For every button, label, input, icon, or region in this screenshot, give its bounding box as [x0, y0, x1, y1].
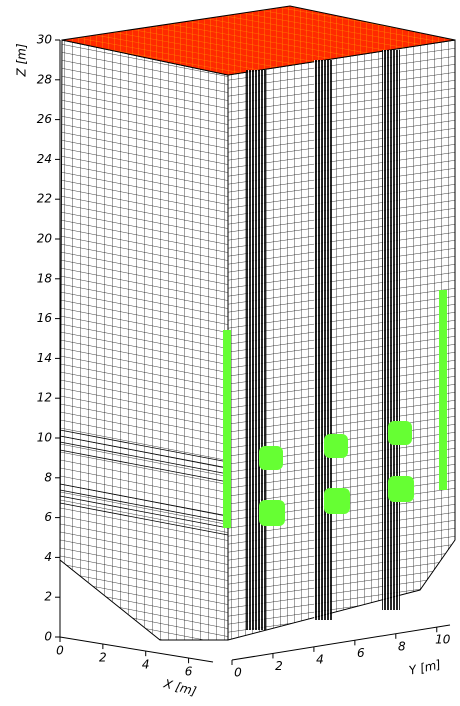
z-tick-label: 8 [44, 470, 52, 484]
z-tick-label: 30 [37, 33, 53, 47]
y-tick-label: 4 [316, 652, 324, 666]
x-tick-label: 2 [99, 651, 107, 665]
z-tick-label: 28 [37, 72, 53, 86]
x-axis-label: X [m] [161, 676, 198, 698]
z-tick-label: 20 [37, 232, 53, 246]
z-tick-label: 10 [37, 431, 53, 445]
x-tick-label: 0 [56, 644, 64, 658]
x-axis [59, 636, 214, 663]
y-axis-label: Y [m] [408, 657, 443, 677]
y-tick-label: 2 [275, 659, 283, 673]
y-tick-label: 0 [234, 666, 242, 680]
y-tick-label: 6 [357, 646, 365, 660]
z-tick-label: 2 [44, 590, 52, 604]
y-tick-label: 8 [398, 639, 406, 653]
z-tick-label: 4 [44, 550, 52, 564]
z-tick-label: 16 [37, 311, 53, 325]
x-tick-label: 4 [142, 658, 150, 672]
z-tick-label: 0 [44, 630, 52, 644]
z-tick-label: 6 [44, 510, 52, 524]
z-tick-label: 14 [37, 351, 52, 365]
x-tick-label: 6 [185, 665, 193, 679]
y-axis [231, 624, 451, 661]
y-tick-label: 10 [435, 633, 451, 647]
z-tick-label: 24 [37, 152, 52, 166]
z-tick-label: 18 [37, 271, 53, 285]
z-tick-label: 12 [37, 391, 52, 405]
z-tick-label: 22 [37, 192, 52, 206]
z-axis-label: Z [m] [15, 43, 29, 77]
z-tick-label: 26 [37, 112, 53, 126]
mesh [59, 5, 456, 641]
